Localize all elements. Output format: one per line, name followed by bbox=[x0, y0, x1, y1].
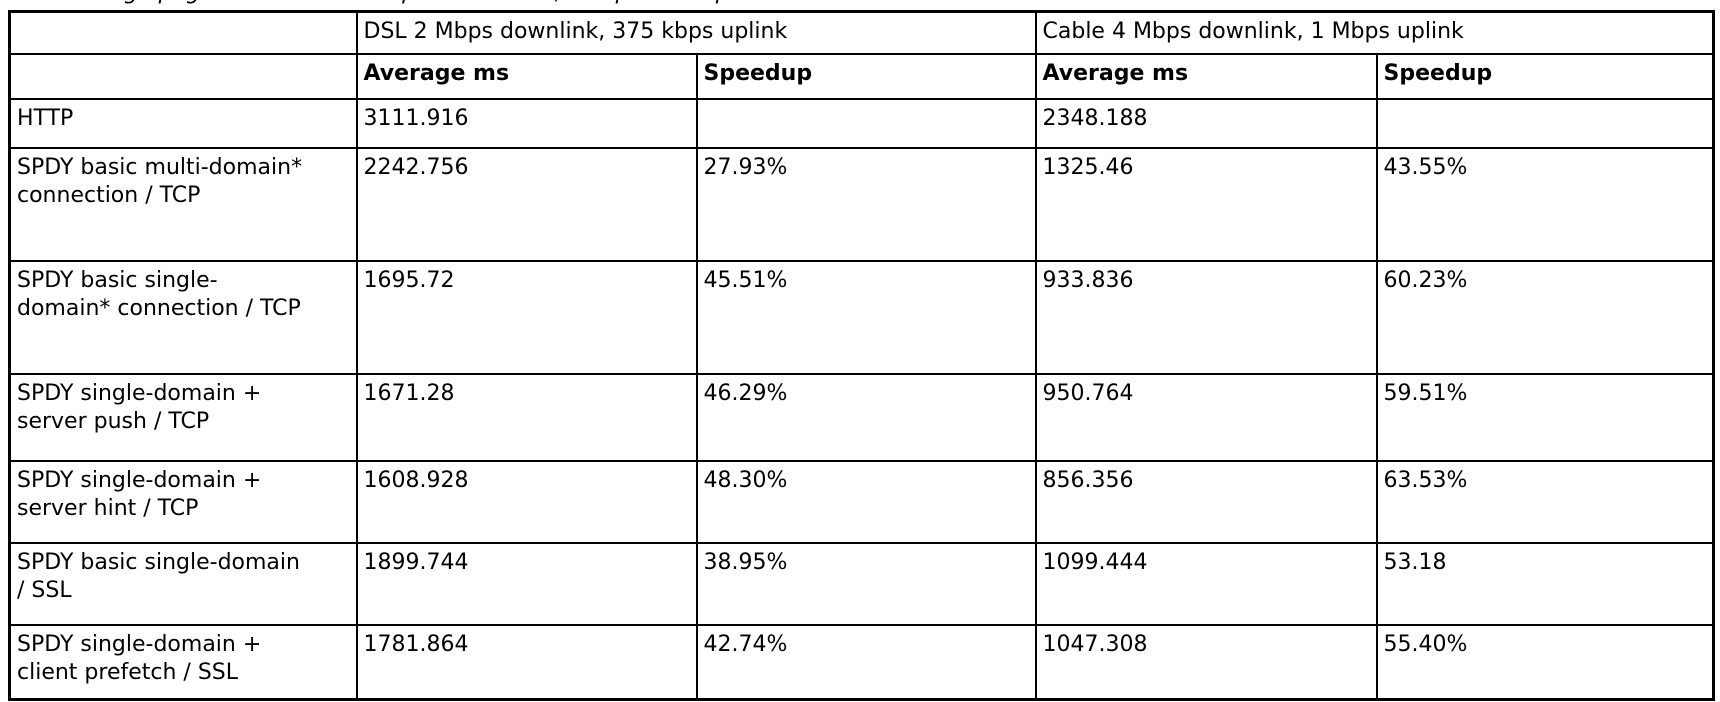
clipped-caption: Average page load times for top 25 websi… bbox=[60, 0, 1060, 7]
table-row-spdy-basic-single-domain-ssl: SPDY basic single-domain / SSL 1899.744 … bbox=[8, 541, 1715, 626]
cell-cable-average: 1047.308 bbox=[1034, 623, 1378, 701]
cell-cable-speedup: 63.53% bbox=[1375, 459, 1715, 544]
cell-dsl-speedup: 48.30% bbox=[695, 459, 1037, 544]
table-row-http: HTTP 3111.916 2348.188 bbox=[8, 97, 1715, 149]
cell-dsl-average: 1695.72 bbox=[355, 259, 698, 375]
cell-dsl-average: 2242.756 bbox=[355, 146, 698, 262]
table-row-spdy-server-hint-tcp: SPDY single-domain + server hint / TCP 1… bbox=[8, 459, 1715, 544]
table-row-spdy-basic-single-domain-tcp: SPDY basic single-domain* connection / T… bbox=[8, 259, 1715, 375]
cell-dsl-average: 1608.928 bbox=[355, 459, 698, 544]
cell-cable-average: 856.356 bbox=[1034, 459, 1378, 544]
header-cable-average-ms: Average ms bbox=[1034, 52, 1378, 100]
cell-dsl-speedup: 42.74% bbox=[695, 623, 1037, 701]
row-label: SPDY basic single-domain / SSL bbox=[8, 541, 358, 626]
row-label: SPDY basic multi-domain* connection / TC… bbox=[8, 146, 358, 262]
cell-cable-speedup: 55.40% bbox=[1375, 623, 1715, 701]
cell-cable-average: 933.836 bbox=[1034, 259, 1378, 375]
row-label: SPDY single-domain + server push / TCP bbox=[8, 372, 358, 462]
cell-cable-speedup: 60.23% bbox=[1375, 259, 1715, 375]
cell-dsl-speedup: 45.51% bbox=[695, 259, 1037, 375]
row-label: SPDY basic single-domain* connection / T… bbox=[8, 259, 358, 375]
cell-dsl-speedup: 46.29% bbox=[695, 372, 1037, 462]
cell-cable-average: 950.764 bbox=[1034, 372, 1378, 462]
cell-dsl-speedup: 27.93% bbox=[695, 146, 1037, 262]
cell-cable-speedup bbox=[1375, 97, 1715, 149]
row-label: HTTP bbox=[8, 97, 358, 149]
corner-cell-2 bbox=[8, 52, 358, 100]
cell-dsl-speedup bbox=[695, 97, 1037, 149]
column-group-header-row: DSL 2 Mbps downlink, 375 kbps uplink Cab… bbox=[8, 10, 1715, 55]
column-group-cable: Cable 4 Mbps downlink, 1 Mbps uplink bbox=[1034, 10, 1715, 55]
header-dsl-average-ms: Average ms bbox=[355, 52, 698, 100]
cell-cable-speedup: 43.55% bbox=[1375, 146, 1715, 262]
cell-dsl-average: 3111.916 bbox=[355, 97, 698, 149]
table-row-spdy-server-push-tcp: SPDY single-domain + server push / TCP 1… bbox=[8, 372, 1715, 462]
header-cable-speedup: Speedup bbox=[1375, 52, 1715, 100]
corner-cell bbox=[8, 10, 358, 55]
row-label: SPDY single-domain + server hint / TCP bbox=[8, 459, 358, 544]
clipped-caption-text: Average page load times for top 25 websi… bbox=[60, 0, 1060, 6]
table-row-spdy-client-prefetch-ssl: SPDY single-domain + client prefetch / S… bbox=[8, 623, 1715, 701]
sub-header-row: Average ms Speedup Average ms Speedup bbox=[8, 52, 1715, 100]
header-dsl-speedup: Speedup bbox=[695, 52, 1037, 100]
cell-cable-average: 1099.444 bbox=[1034, 541, 1378, 626]
cell-dsl-average: 1781.864 bbox=[355, 623, 698, 701]
table-row-spdy-basic-multi-domain-tcp: SPDY basic multi-domain* connection / TC… bbox=[8, 146, 1715, 262]
cell-dsl-average: 1899.744 bbox=[355, 541, 698, 626]
cell-cable-speedup: 53.18 bbox=[1375, 541, 1715, 626]
cell-dsl-average: 1671.28 bbox=[355, 372, 698, 462]
cell-cable-average: 1325.46 bbox=[1034, 146, 1378, 262]
cell-cable-speedup: 59.51% bbox=[1375, 372, 1715, 462]
row-label: SPDY single-domain + client prefetch / S… bbox=[8, 623, 358, 701]
spdy-performance-table: DSL 2 Mbps downlink, 375 kbps uplink Cab… bbox=[8, 10, 1716, 701]
cell-dsl-speedup: 38.95% bbox=[695, 541, 1037, 626]
cell-cable-average: 2348.188 bbox=[1034, 97, 1378, 149]
column-group-dsl: DSL 2 Mbps downlink, 375 kbps uplink bbox=[355, 10, 1037, 55]
